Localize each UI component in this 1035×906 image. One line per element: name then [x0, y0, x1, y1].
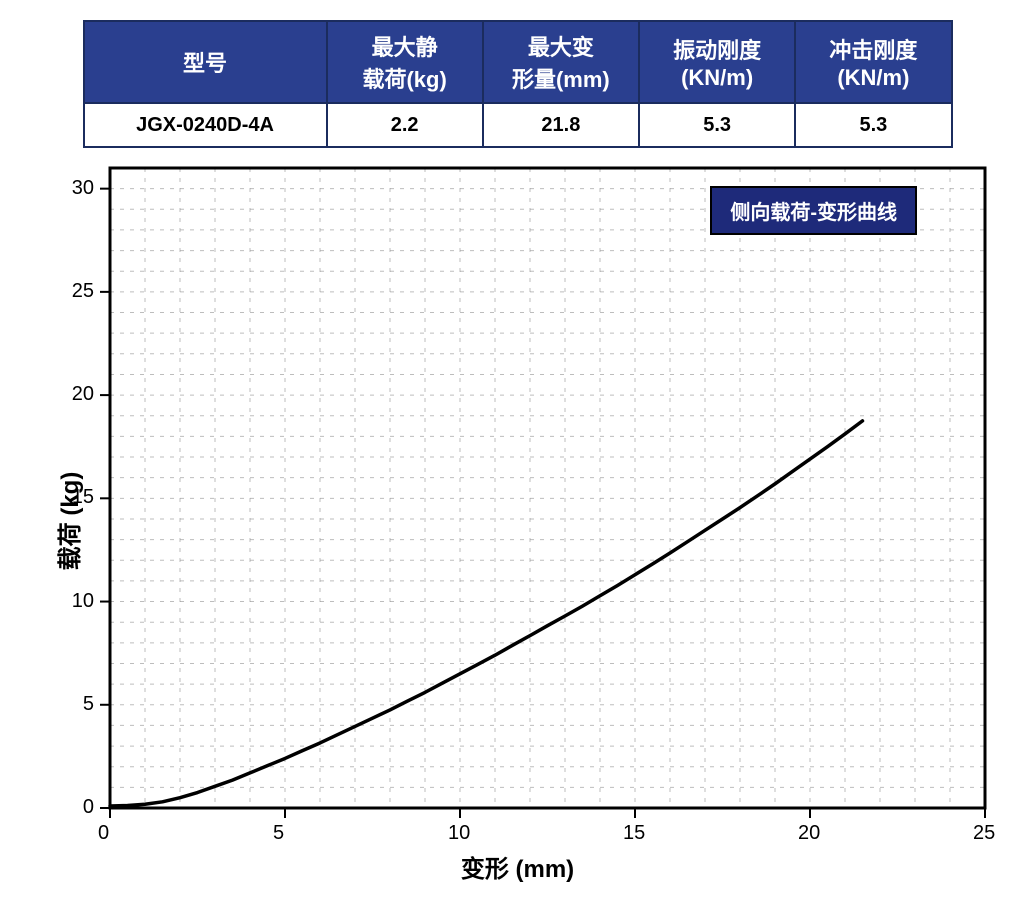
col-model: 型号 [84, 21, 327, 103]
x-axis-label: 变形 (mm) [461, 849, 574, 884]
y-tick-label: 5 [83, 693, 94, 716]
y-tick-label: 25 [72, 280, 94, 303]
spec-table: 型号 最大静载荷(kg) 最大变形量(mm) 振动刚度(KN/m) 冲击刚度(K… [83, 20, 953, 148]
x-tick-label: 0 [98, 822, 109, 845]
y-tick-label: 15 [72, 486, 94, 509]
x-tick-label: 5 [273, 822, 284, 845]
col-shock-stiffness: 冲击刚度(KN/m) [795, 21, 951, 103]
table-row: JGX-0240D-4A 2.2 21.8 5.3 5.3 [84, 103, 952, 147]
col-max-load: 最大静载荷(kg) [327, 21, 483, 103]
x-tick-label: 20 [798, 822, 820, 845]
table-header-row: 型号 最大静载荷(kg) 最大变形量(mm) 振动刚度(KN/m) 冲击刚度(K… [84, 21, 952, 103]
y-tick-label: 20 [72, 383, 94, 406]
chart-legend: 侧向载荷-变形曲线 [710, 186, 917, 235]
chart-container: 载荷 (kg) 变形 (mm) 侧向载荷-变形曲线 05101520250510… [20, 156, 1015, 886]
col-vib-stiffness: 振动刚度(KN/m) [639, 21, 795, 103]
col-max-deform: 最大变形量(mm) [483, 21, 639, 103]
cell-max-load: 2.2 [327, 103, 483, 147]
cell-vib-stiffness: 5.3 [639, 103, 795, 147]
x-tick-label: 25 [973, 822, 995, 845]
x-tick-label: 15 [623, 822, 645, 845]
y-tick-label: 0 [83, 796, 94, 819]
cell-max-deform: 21.8 [483, 103, 639, 147]
cell-model: JGX-0240D-4A [84, 103, 327, 147]
y-tick-label: 30 [72, 177, 94, 200]
cell-shock-stiffness: 5.3 [795, 103, 951, 147]
y-tick-label: 10 [72, 590, 94, 613]
x-tick-label: 10 [448, 822, 470, 845]
load-deformation-chart [20, 156, 1015, 886]
legend-text: 侧向载荷-变形曲线 [730, 202, 897, 224]
